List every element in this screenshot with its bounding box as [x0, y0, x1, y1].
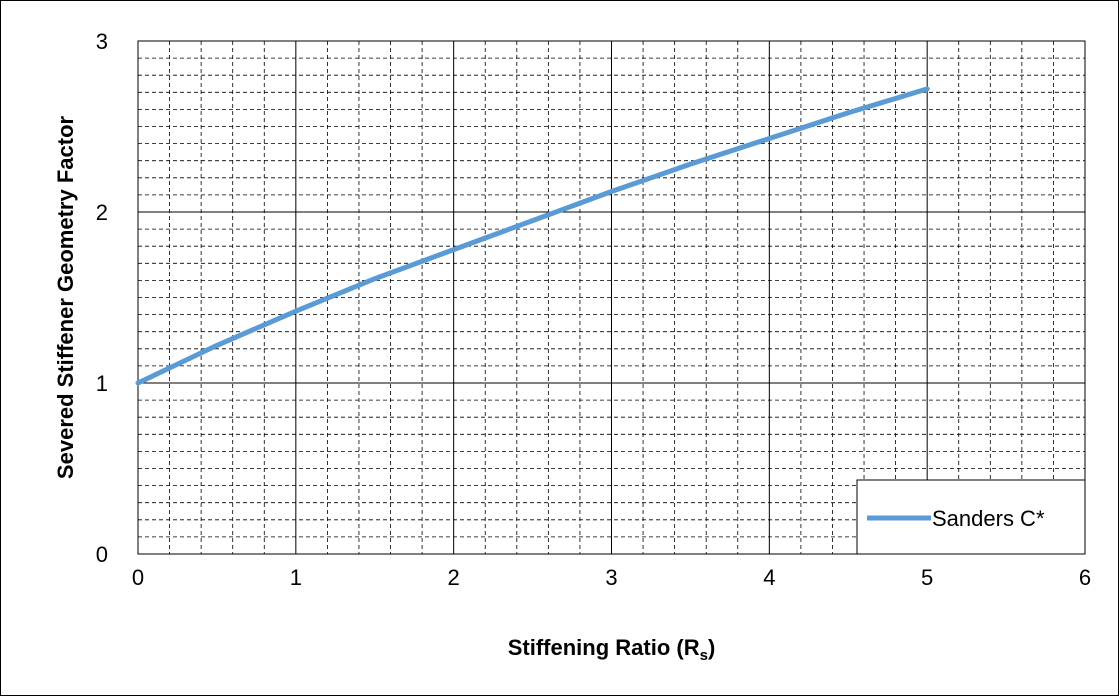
x-tick-labels: 0 1 2 3 4 5 6	[132, 565, 1091, 590]
plot-area-border	[137, 40, 1086, 555]
legend-label-sanders-c: Sanders C*	[932, 506, 1045, 531]
x-tick-label: 4	[763, 565, 775, 590]
y-tick-label: 1	[96, 371, 108, 396]
y-tick-label: 0	[96, 542, 108, 567]
y-tick-label: 2	[96, 200, 108, 225]
x-axis-title-suffix: )	[708, 635, 715, 660]
y-axis-title: Severed Stiffener Geometry Factor	[53, 116, 78, 480]
series-line-sanders-c	[135, 86, 930, 386]
legend: Sanders C*	[856, 479, 1086, 555]
y-tick-labels: 0 1 2 3	[96, 29, 108, 567]
x-tick-label: 5	[921, 565, 933, 590]
x-tick-label: 2	[448, 565, 460, 590]
y-tick-label: 3	[96, 29, 108, 54]
x-axis-title-subscript: s	[700, 647, 708, 664]
x-tick-label: 3	[605, 565, 617, 590]
x-axis-title-main: Stiffening Ratio (R	[508, 635, 700, 660]
x-tick-label: 0	[132, 565, 144, 590]
series-layer	[135, 86, 930, 386]
x-axis-title: Stiffening Ratio (Rs)	[508, 635, 716, 664]
x-tick-label: 1	[290, 565, 302, 590]
x-tick-label: 6	[1079, 565, 1091, 590]
